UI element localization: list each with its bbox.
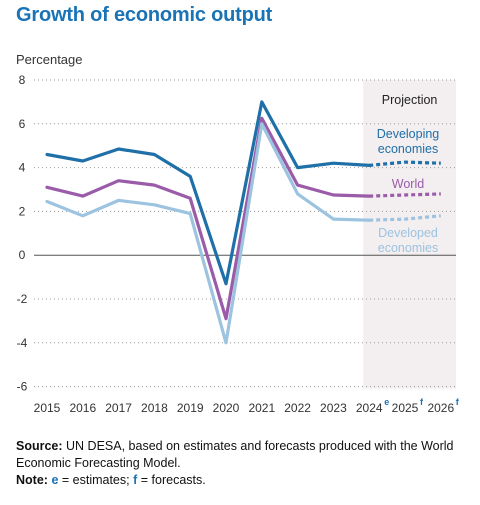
series-label-line: Developing bbox=[377, 127, 440, 141]
series-label-line: economies bbox=[378, 241, 438, 255]
y-tick-label: -2 bbox=[17, 292, 28, 306]
x-tick-label: 2024 bbox=[356, 401, 383, 415]
line-chart: Projection 8 6 4 2 0 -2 -4 -6 2015 2016 2017 2018 201… bbox=[17, 73, 460, 415]
x-tick-label: 2020 bbox=[213, 401, 240, 415]
series-label: Developed economies bbox=[378, 226, 438, 255]
series-label-line: World bbox=[392, 177, 424, 191]
x-tick-label: 2025 bbox=[392, 401, 419, 415]
chart-notes: Source: UN DESA, based on estimates and … bbox=[16, 438, 471, 489]
series-line-forecast bbox=[369, 192, 441, 198]
note-f-text: = forecasts. bbox=[140, 473, 206, 487]
y-tick-label: 2 bbox=[19, 204, 26, 218]
x-tick-superscript: f bbox=[456, 397, 460, 407]
x-tick-label: 2023 bbox=[320, 401, 347, 415]
x-tick-label: 2026 bbox=[427, 401, 454, 415]
x-tick-superscript: f bbox=[420, 397, 424, 407]
series-line-actual bbox=[45, 100, 371, 286]
x-tick-label: 2021 bbox=[248, 401, 275, 415]
note-e-key: e bbox=[51, 473, 59, 487]
source-label: Source: bbox=[16, 439, 63, 453]
abbreviation-note: Note: e = estimates; f = forecasts. bbox=[16, 472, 471, 489]
series-line-actual bbox=[45, 116, 371, 321]
series-label-line: economies bbox=[378, 142, 438, 156]
y-tick-label: 6 bbox=[19, 117, 26, 131]
note-f-key: f bbox=[133, 473, 138, 487]
x-tick-label: 2016 bbox=[69, 401, 96, 415]
source-text: UN DESA, based on estimates and forecast… bbox=[16, 439, 454, 470]
y-tick-label: 4 bbox=[19, 161, 26, 175]
series-line-forecast bbox=[369, 214, 441, 222]
projection-band bbox=[363, 80, 456, 389]
series-line-actual bbox=[45, 122, 371, 345]
note-label: Note: bbox=[16, 473, 48, 487]
note-e-text: = estimates; bbox=[61, 473, 130, 487]
projection-label: Projection bbox=[382, 93, 438, 107]
x-tick-label: 2015 bbox=[34, 401, 61, 415]
series-label: Developing economies bbox=[377, 127, 440, 156]
x-tick-superscript: e bbox=[384, 397, 389, 407]
source-note: Source: UN DESA, based on estimates and … bbox=[16, 438, 471, 472]
x-tick-label: 2022 bbox=[284, 401, 311, 415]
y-axis-label: Percentage bbox=[16, 52, 83, 67]
x-tick-label: 2017 bbox=[105, 401, 132, 415]
series-label-line: Developed bbox=[378, 226, 438, 240]
y-tick-label: -4 bbox=[17, 336, 28, 350]
y-tick-label: 8 bbox=[19, 73, 26, 87]
x-tick-label: 2018 bbox=[141, 401, 168, 415]
series-label: World bbox=[392, 177, 424, 191]
series-line-forecast bbox=[369, 160, 441, 167]
x-tick-label: 2019 bbox=[177, 401, 204, 415]
y-tick-label: -6 bbox=[17, 380, 28, 394]
y-tick-label: 0 bbox=[19, 248, 26, 262]
chart-title: Growth of economic output bbox=[16, 4, 273, 26]
